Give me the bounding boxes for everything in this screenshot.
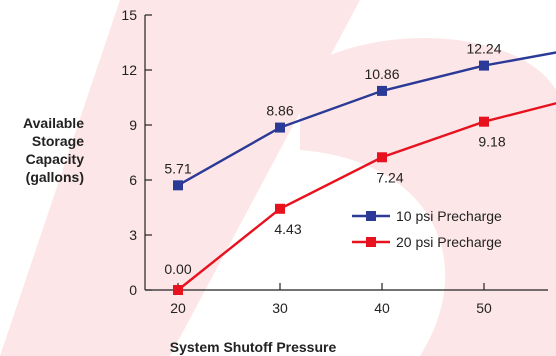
data-label: 10.86 [364, 66, 399, 82]
data-point [275, 122, 285, 133]
data-point [275, 203, 285, 214]
data-point [479, 60, 489, 71]
x-tick-label: 20 [170, 300, 186, 316]
data-point [173, 285, 183, 295]
data-point [479, 116, 489, 127]
axes: 03691215203040506070System Shutoff Press… [23, 7, 548, 355]
y-tick-label: 6 [129, 172, 137, 188]
watermark-shape [300, 38, 556, 356]
y-tick-label: 9 [129, 117, 137, 133]
y-axis-label-line: Available [23, 115, 84, 131]
data-label: 0.00 [164, 261, 191, 277]
x-axis-label: System Shutoff Pressure [170, 339, 337, 355]
y-tick-label: 15 [121, 7, 137, 23]
data-point [377, 85, 387, 96]
legend: 10 psi Precharge 20 psi Precharge [352, 208, 502, 250]
data-label: 9.18 [478, 134, 505, 150]
y-axis-label-line: Capacity [26, 151, 85, 167]
legend-marker [366, 237, 376, 247]
legend-label: 10 psi Precharge [396, 208, 502, 224]
series-line-2 [177, 102, 556, 291]
x-tick-label: 30 [272, 300, 288, 316]
legend-label: 20 psi Precharge [396, 234, 502, 250]
legend-marker [366, 211, 376, 221]
series [173, 51, 556, 295]
y-axis-label-line: (gallons) [26, 169, 84, 185]
y-axis-label: Available Storage Capacity (gallons) [23, 115, 84, 185]
watermark-shape [0, 0, 360, 356]
x-tick-label: 40 [374, 300, 390, 316]
data-label: 4.43 [274, 221, 301, 237]
y-tick-label: 0 [129, 282, 137, 298]
data-label: 12.24 [466, 41, 501, 57]
data-label: 8.86 [266, 103, 293, 119]
series-line-1 [177, 51, 556, 187]
y-tick-label: 12 [121, 62, 137, 78]
data-point [377, 152, 387, 163]
data-labels: 5.718.8610.8612.2413.2514.030.004.437.24… [164, 41, 505, 277]
data-label: 7.24 [376, 169, 403, 185]
y-axis-label-line: Storage [32, 133, 84, 149]
x-tick-label: 50 [476, 300, 492, 316]
data-point [173, 180, 183, 191]
y-tick-label: 3 [129, 227, 137, 243]
data-label: 5.71 [164, 160, 191, 176]
